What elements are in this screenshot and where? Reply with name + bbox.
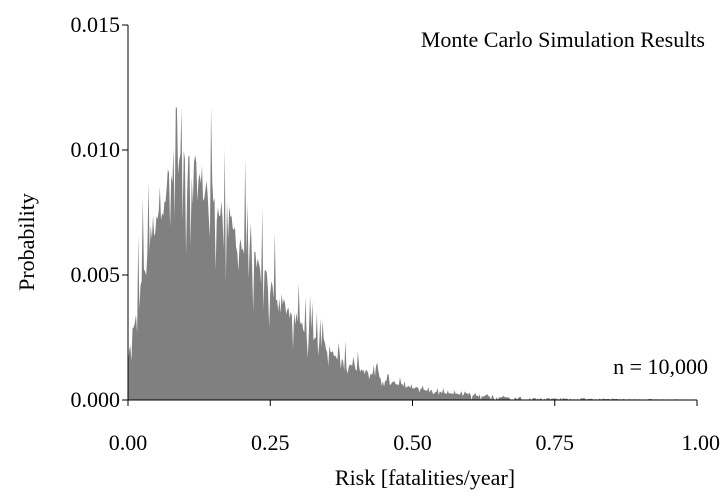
x-tick-label: 0.00 bbox=[109, 430, 148, 455]
chart-title: Monte Carlo Simulation Results bbox=[421, 27, 705, 52]
x-tick-label: 0.50 bbox=[393, 430, 432, 455]
sample-size-annotation: n = 10,000 bbox=[613, 354, 708, 379]
y-tick-label: 0.010 bbox=[71, 137, 121, 162]
distribution-area bbox=[128, 107, 697, 400]
y-tick-label: 0.000 bbox=[71, 387, 121, 412]
x-axis-ticks: 0.00 0.25 0.50 0.75 1.00 bbox=[109, 400, 720, 455]
x-tick-label: 0.75 bbox=[536, 430, 575, 455]
y-axis-ticks: 0.000 0.005 0.010 0.015 bbox=[71, 12, 128, 412]
y-axis-title: Probability bbox=[14, 193, 39, 291]
x-axis-title: Risk [fatalities/year] bbox=[335, 465, 515, 490]
x-tick-label: 0.25 bbox=[251, 430, 290, 455]
y-tick-label: 0.015 bbox=[71, 12, 121, 37]
x-tick-label: 1.00 bbox=[682, 430, 721, 455]
y-tick-label: 0.005 bbox=[71, 262, 121, 287]
